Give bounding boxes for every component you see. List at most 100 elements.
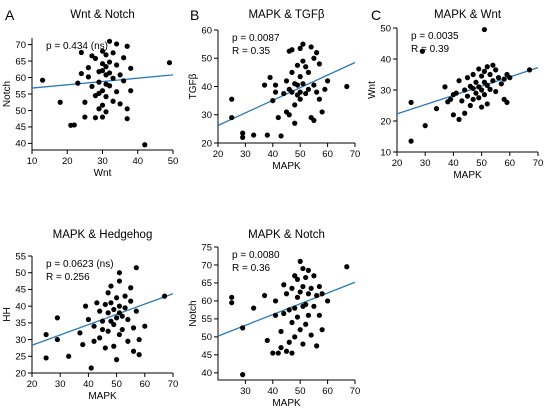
data-point: [78, 49, 84, 56]
data-point: [106, 83, 113, 89]
data-point: [82, 99, 88, 105]
x-tick-label: 40: [448, 158, 459, 169]
data-point: [305, 86, 312, 92]
data-point: [303, 301, 309, 308]
data-point: [487, 71, 493, 78]
data-point: [501, 76, 507, 82]
data-point: [114, 315, 120, 321]
data-point: [75, 80, 81, 86]
data-point: [88, 365, 94, 371]
data-point: [142, 142, 148, 148]
y-axis-label: Wnt: [367, 81, 378, 99]
data-point: [99, 61, 106, 67]
data-point: [240, 372, 246, 378]
data-point: [114, 62, 120, 68]
data-point: [498, 81, 504, 87]
x-tick-label: 20: [213, 149, 224, 160]
r-value-label: R = 0.39: [411, 44, 450, 55]
y-axis-label: HH: [2, 307, 13, 321]
data-point: [504, 99, 510, 105]
data-point: [121, 55, 127, 61]
data-point: [124, 43, 130, 49]
data-point: [467, 102, 473, 109]
data-point: [125, 316, 131, 323]
data-point: [325, 298, 331, 304]
data-point: [281, 90, 287, 97]
y-tick-label: 40: [380, 54, 391, 65]
data-point: [240, 130, 246, 136]
x-tick-label: 70: [533, 158, 544, 169]
data-point: [82, 303, 89, 309]
data-point: [289, 350, 295, 356]
data-point: [311, 82, 317, 88]
data-point: [484, 101, 490, 107]
data-point: [289, 319, 295, 326]
data-point: [433, 106, 440, 112]
y-tick-label: 55: [15, 251, 26, 262]
y-tick-label: 45: [201, 350, 212, 361]
y-tick-label: 30: [380, 85, 391, 96]
y-axis-label: Notch: [2, 81, 13, 107]
data-point: [240, 134, 246, 140]
data-point: [97, 335, 103, 341]
data-point: [316, 312, 322, 318]
data-point: [493, 88, 499, 95]
data-point: [305, 69, 312, 75]
x-axis-label: Wnt: [94, 168, 112, 179]
x-tick-label: 10: [27, 156, 38, 167]
data-point: [300, 265, 306, 272]
data-point: [473, 90, 479, 96]
data-point: [316, 96, 322, 102]
r-value-label: R = 0.256: [46, 272, 90, 283]
regression-line: [31, 74, 174, 89]
data-point: [91, 338, 97, 344]
data-point: [261, 292, 268, 299]
data-point: [105, 290, 111, 296]
data-point: [103, 109, 109, 115]
data-point: [110, 50, 116, 56]
data-point: [251, 305, 257, 311]
data-point: [314, 50, 320, 56]
data-point: [117, 72, 123, 78]
x-tick-label: 60: [322, 386, 333, 397]
p-value-label: p = 0.0080: [232, 250, 280, 261]
data-point: [91, 323, 97, 329]
data-point: [292, 334, 298, 340]
scatter-panel: B MAPK & TGFβ 20 30 40 50 60 20 30 40 50 60 70 MAPK TG…: [188, 7, 360, 172]
data-point: [297, 327, 303, 333]
data-point: [124, 106, 130, 112]
data-point: [99, 68, 106, 74]
x-tick-label: 70: [350, 386, 361, 397]
data-point: [133, 308, 139, 314]
data-point: [470, 96, 476, 102]
data-point: [408, 138, 414, 144]
data-point: [314, 292, 320, 299]
data-point: [325, 78, 331, 84]
y-tick-label: 40: [201, 82, 212, 93]
x-axis-label: MAPK: [272, 398, 301, 408]
data-point: [105, 310, 111, 316]
data-point: [110, 75, 116, 81]
y-tick-label: 20: [15, 368, 26, 379]
data-point: [278, 328, 284, 335]
data-point: [270, 350, 276, 356]
data-point: [419, 48, 425, 54]
data-point: [305, 291, 312, 297]
data-point: [57, 99, 63, 105]
data-point: [303, 90, 309, 97]
data-point: [119, 326, 125, 333]
data-point: [119, 313, 125, 319]
data-point: [453, 90, 459, 96]
data-point: [408, 99, 414, 105]
data-point: [308, 44, 314, 50]
data-point: [122, 305, 128, 311]
y-tick-label: 55: [15, 89, 26, 100]
data-point: [85, 74, 91, 80]
data-point: [161, 293, 168, 299]
data-point: [54, 315, 60, 321]
x-tick-label: 50: [111, 379, 122, 390]
data-point: [99, 48, 106, 54]
p-value-label: p = 0.0623 (ns): [46, 259, 114, 270]
data-point: [96, 106, 102, 112]
